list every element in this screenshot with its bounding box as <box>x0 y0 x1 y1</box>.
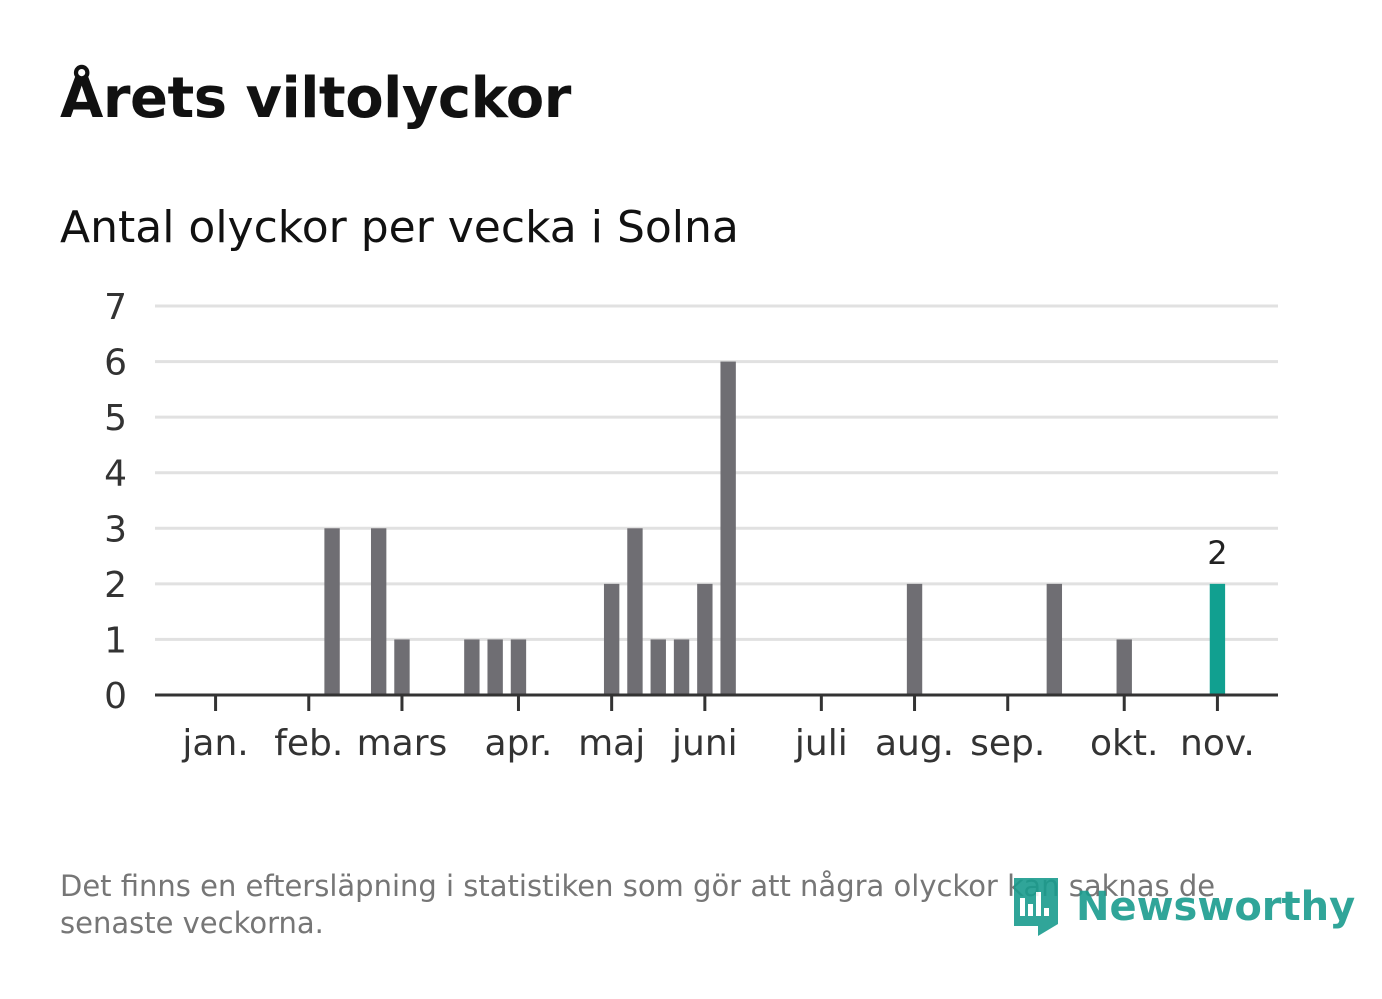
y-tick-label: 5 <box>104 398 127 439</box>
bar <box>906 583 923 695</box>
bar-value-label: 2 <box>1207 534 1227 572</box>
y-tick-label: 0 <box>104 676 127 717</box>
y-tick-label: 4 <box>104 454 127 495</box>
bar <box>324 528 340 695</box>
x-tick-label: apr. <box>485 723 553 764</box>
bar <box>370 528 387 695</box>
x-tick-label: maj <box>578 723 645 764</box>
x-tick-label: mars <box>357 723 448 764</box>
x-tick-label: aug. <box>875 723 954 764</box>
newsworthy-logo-text: Newsworthy <box>1076 884 1356 930</box>
x-tick-label: sep. <box>970 723 1045 764</box>
y-tick-label: 6 <box>104 343 127 384</box>
newsworthy-logo-icon <box>1014 878 1058 936</box>
bar <box>720 361 736 695</box>
newsworthy-logo: Newsworthy <box>1010 874 1355 940</box>
y-tick-label: 7 <box>104 287 127 328</box>
bar <box>627 528 643 695</box>
y-tick-label: 1 <box>104 620 127 661</box>
x-tick-label: juli <box>794 723 848 764</box>
bar <box>673 639 690 695</box>
x-tick-label: okt. <box>1090 723 1158 764</box>
bar <box>394 639 410 695</box>
bar <box>697 583 713 695</box>
bar <box>464 639 480 695</box>
bar <box>510 639 527 695</box>
x-tick-label: juni <box>671 723 738 764</box>
y-tick-label: 2 <box>104 565 127 606</box>
bar <box>1046 583 1063 695</box>
x-tick-label: nov. <box>1180 723 1255 764</box>
highlight-bar <box>1209 583 1226 695</box>
bar <box>1116 639 1132 695</box>
bar <box>487 639 503 695</box>
y-tick-label: 3 <box>104 509 127 550</box>
bar <box>650 639 666 695</box>
bar <box>603 583 620 695</box>
x-tick-label: jan. <box>181 723 248 764</box>
chart-subtitle: Antal olyckor per vecka i Solna <box>60 202 739 253</box>
chart-title: Årets viltolyckor <box>60 66 571 131</box>
x-tick-label: feb. <box>274 723 343 764</box>
